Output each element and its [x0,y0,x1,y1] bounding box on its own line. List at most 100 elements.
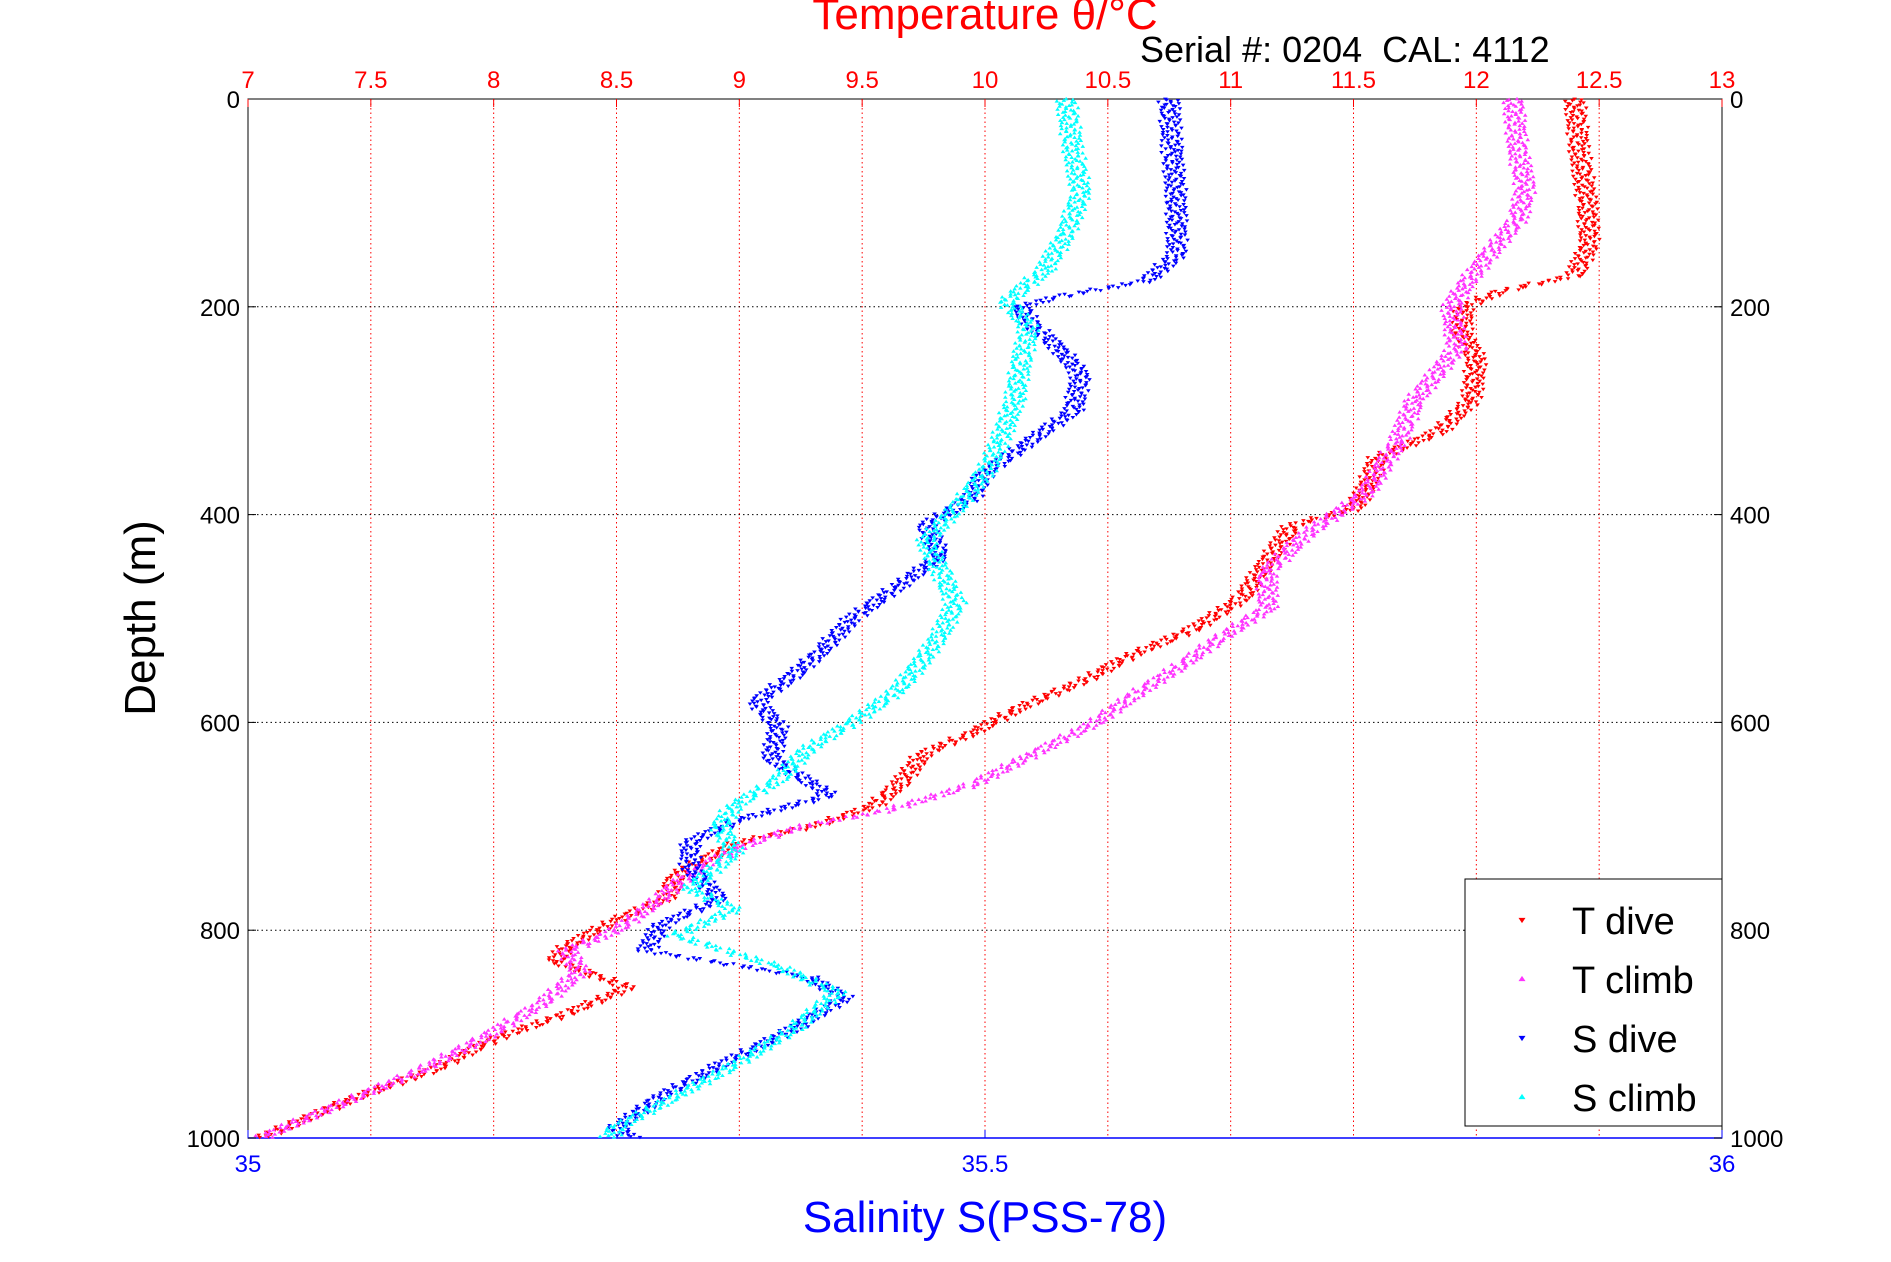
data-point [1254,570,1260,574]
data-point [778,689,784,694]
data-point [1066,242,1071,246]
data-point [1041,748,1046,752]
data-point [1084,183,1090,188]
data-point [1461,369,1467,374]
data-point [764,759,770,764]
data-point [1078,731,1084,735]
data-point [620,1121,626,1126]
data-point [1451,304,1457,309]
data-point [855,811,861,816]
data-point [1132,696,1137,701]
data-point [814,779,820,784]
data-point [672,886,677,890]
data-point [768,723,773,728]
data-point [1055,235,1061,240]
data-point [1023,396,1028,401]
data-point [713,856,718,860]
data-point [1016,764,1021,768]
data-point [810,787,815,791]
data-point [587,969,593,974]
data-point [671,894,677,899]
data-point [797,824,803,829]
data-point [761,838,767,842]
data-point [782,1026,788,1031]
data-point [1165,125,1170,130]
data-point [945,510,951,514]
data-point [1445,357,1451,361]
data-point [1171,188,1177,193]
data-point [1458,309,1463,314]
data-point [682,908,687,913]
data-point [1395,456,1401,461]
data-point [782,804,788,809]
data-point [915,758,920,762]
data-point [824,791,830,795]
data-point [782,807,788,811]
data-point [1175,134,1180,139]
data-point [1579,109,1584,113]
data-point [932,558,938,562]
data-point [1385,442,1391,446]
data-point [917,668,922,672]
data-point [1471,261,1476,266]
data-point [1459,272,1465,277]
data-point [1269,551,1275,556]
data-point [1287,522,1293,526]
data-point [403,1080,409,1084]
data-point [1273,538,1278,542]
data-point [634,1107,639,1112]
data-point [984,453,990,458]
data-point [990,453,995,457]
data-point [1265,558,1270,562]
data-point [1468,408,1474,413]
data-point [695,867,701,871]
data-point [1446,338,1452,343]
data-point [1010,362,1016,367]
data-point [1399,448,1405,453]
data-point [1025,312,1031,316]
data-point [974,776,979,781]
data-point [1486,266,1491,270]
data-point [1459,306,1464,311]
data-point [449,1052,455,1057]
data-point [1376,453,1381,458]
data-point [908,771,914,775]
data-point [1018,756,1024,761]
data-point [1159,125,1164,129]
data-point [1165,154,1171,158]
data-point [1467,287,1473,292]
data-point [1213,635,1218,640]
data-point [1173,261,1179,266]
data-point [488,1035,493,1040]
data-point [1079,204,1085,208]
data-point [1080,199,1086,203]
data-point [715,853,720,857]
data-point [1222,632,1228,636]
data-point [623,982,628,987]
data-point [1579,228,1584,232]
data-point [1462,275,1467,280]
data-point [1447,322,1453,326]
data-point [1047,335,1053,339]
data-point [1027,341,1032,346]
data-point [956,611,961,616]
data-point [1412,410,1417,415]
data-point [573,947,578,951]
data-point [953,741,959,745]
data-point [1565,124,1571,128]
data-point [828,819,833,823]
data-point [999,295,1005,299]
data-point [1375,476,1381,481]
data-point [1258,603,1264,607]
data-point [939,557,945,562]
data-point [1206,637,1211,642]
data-point [929,632,935,636]
data-point [1360,491,1365,495]
data-point [1184,219,1190,223]
data-point [779,805,784,810]
series-s-dive [607,97,1190,1140]
data-point [1583,159,1589,164]
data-point [1199,652,1205,657]
data-point [679,851,685,856]
data-point [1261,549,1267,554]
